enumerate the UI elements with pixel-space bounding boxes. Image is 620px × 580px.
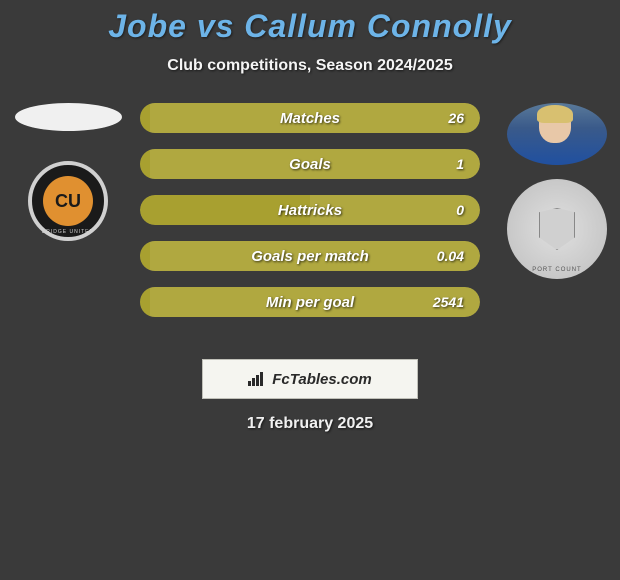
player2-column: PORT COUNT [502,103,612,279]
player1-club-badge: CU BRIDGE UNITED [28,161,108,241]
stat-row: Min per goal 2541 [140,287,480,317]
subtitle: Club competitions, Season 2024/2025 [0,57,620,75]
stat-value-right: 0.04 [437,241,464,271]
club1-ring-text: BRIDGE UNITED [32,229,104,235]
stat-value-right: 0 [456,195,464,225]
player1-column: CU BRIDGE UNITED [8,103,128,241]
stat-label: Min per goal [140,287,480,317]
comparison-area: CU BRIDGE UNITED PORT COUNT Matches 26 [0,103,620,343]
stat-label: Matches [140,103,480,133]
club1-initials: CU [43,176,93,226]
stat-row: Goals per match 0.04 [140,241,480,271]
branding-text: FcTables.com [272,371,371,388]
stat-value-right: 1 [456,149,464,179]
stat-label: Goals [140,149,480,179]
player1-avatar [15,103,122,131]
bar-chart-icon [248,372,266,386]
stat-bars: Matches 26 Goals 1 Hattricks 0 [140,103,480,333]
player2-club-badge: PORT COUNT [507,179,607,279]
branding-box: FcTables.com [202,359,418,399]
stat-label: Goals per match [140,241,480,271]
date-label: 17 february 2025 [0,415,620,433]
stat-row: Hattricks 0 [140,195,480,225]
stat-row: Goals 1 [140,149,480,179]
stat-value-right: 26 [448,103,464,133]
player2-avatar [507,103,607,165]
stat-row: Matches 26 [140,103,480,133]
stat-value-right: 2541 [433,287,464,317]
stat-label: Hattricks [140,195,480,225]
club2-ring-text: PORT COUNT [507,267,607,273]
page-title: Jobe vs Callum Connolly [0,0,620,45]
